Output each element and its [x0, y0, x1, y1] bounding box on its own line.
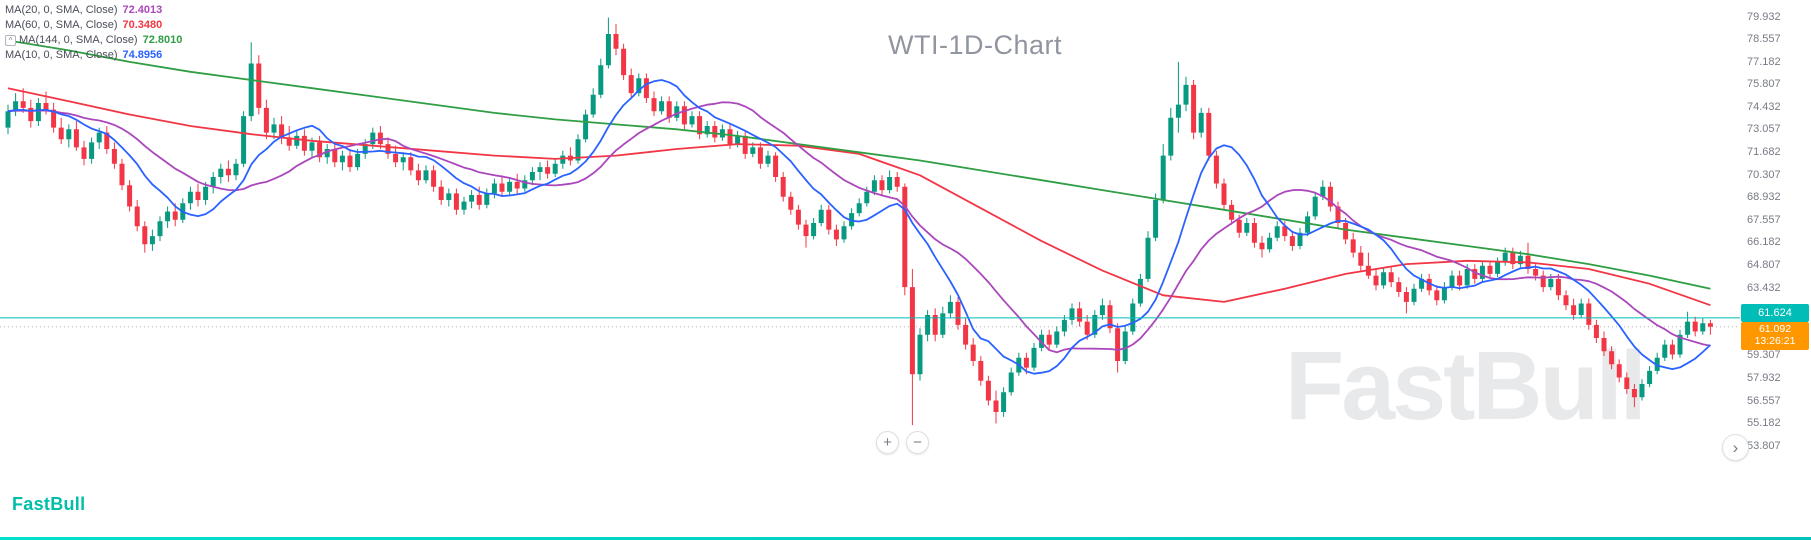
price-axis[interactable]: 79.932 78.557 77.182 75.807 74.432 73.057 71.6… [1740, 0, 1811, 540]
legend-label-ma10: MA(10, 0, SMA, Close) [5, 49, 118, 61]
legend-value-ma10: 74.8956 [122, 49, 163, 61]
legend-label-ma144: MA(144, 0, SMA, Close) [19, 34, 138, 46]
legend-label-ma60: MA(60, 0, SMA, Close) [5, 19, 118, 31]
legend-row-ma10[interactable]: MA(10, 0, SMA, Close) 74.8956 [5, 48, 182, 63]
price-tick-label: 57.932 [1747, 372, 1781, 385]
countdown-badge: 61.092 13:26:21 [1741, 321, 1809, 350]
countdown-timer: 13:26:21 [1754, 335, 1796, 348]
ma-line-ma144 [7, 39, 1711, 290]
zoom-in-button[interactable]: + [876, 431, 899, 454]
chart-title: WTI-1D-Chart [888, 30, 1062, 60]
price-tick-label: 70.307 [1747, 168, 1781, 181]
price-tick-label: 66.182 [1747, 236, 1781, 249]
legend-value-ma144: 72.8010 [142, 34, 183, 46]
price-tick-label: 63.432 [1747, 281, 1781, 294]
legend-row-ma60[interactable]: MA(60, 0, SMA, Close) 70.3480 [5, 18, 182, 33]
up-candle-wicks [7, 17, 1704, 417]
price-tick-label: 78.557 [1747, 33, 1781, 46]
scroll-right-button[interactable]: › [1722, 434, 1749, 461]
ma-line-ma60 [7, 87, 1711, 307]
up-candle-bodies [5, 34, 1706, 412]
countdown-price: 61.092 [1758, 322, 1792, 335]
ma-line-ma20 [7, 101, 1711, 354]
legend-row-ma144[interactable]: ^ MA(144, 0, SMA, Close) 72.8010 [5, 33, 182, 48]
price-tick-label: 68.932 [1747, 191, 1781, 204]
ma-line-ma10 [7, 79, 1712, 375]
legend-label-ma20: MA(20, 0, SMA, Close) [5, 4, 118, 16]
legend-value-ma20: 72.4013 [122, 4, 163, 16]
price-tick-label: 74.432 [1747, 100, 1781, 113]
price-tick-label: 71.682 [1747, 146, 1781, 159]
active-price-value: 61.624 [1758, 306, 1792, 319]
zoom-out-button[interactable]: − [906, 431, 929, 454]
legend-value-ma60: 70.3480 [122, 19, 163, 31]
indicator-legend: MA(20, 0, SMA, Close) 72.4013 MA(60, 0, S… [5, 3, 182, 63]
active-price-badge: 61.624 [1741, 303, 1809, 322]
down-candle-bodies [20, 34, 1713, 412]
collapse-caret-icon[interactable]: ^ [5, 34, 16, 46]
price-tick-label: 79.932 [1747, 10, 1781, 23]
price-tick-label: 56.557 [1747, 394, 1781, 407]
fastbull-logo: FastBull [12, 494, 86, 514]
price-tick-label: 55.182 [1747, 417, 1781, 430]
price-tick-label: 64.807 [1747, 259, 1781, 272]
price-tick-label: 53.807 [1747, 439, 1781, 452]
price-tick-label: 77.182 [1747, 55, 1781, 68]
legend-row-ma20[interactable]: MA(20, 0, SMA, Close) 72.4013 [5, 3, 182, 18]
fastbull-watermark: FastBull [1285, 331, 1647, 440]
price-tick-label: 67.557 [1747, 213, 1781, 226]
price-tick-label: 75.807 [1747, 78, 1781, 91]
price-tick-label: 73.057 [1747, 123, 1781, 136]
price-tick-label: 59.307 [1747, 349, 1781, 362]
brand-bottom-strip [0, 537, 1811, 540]
